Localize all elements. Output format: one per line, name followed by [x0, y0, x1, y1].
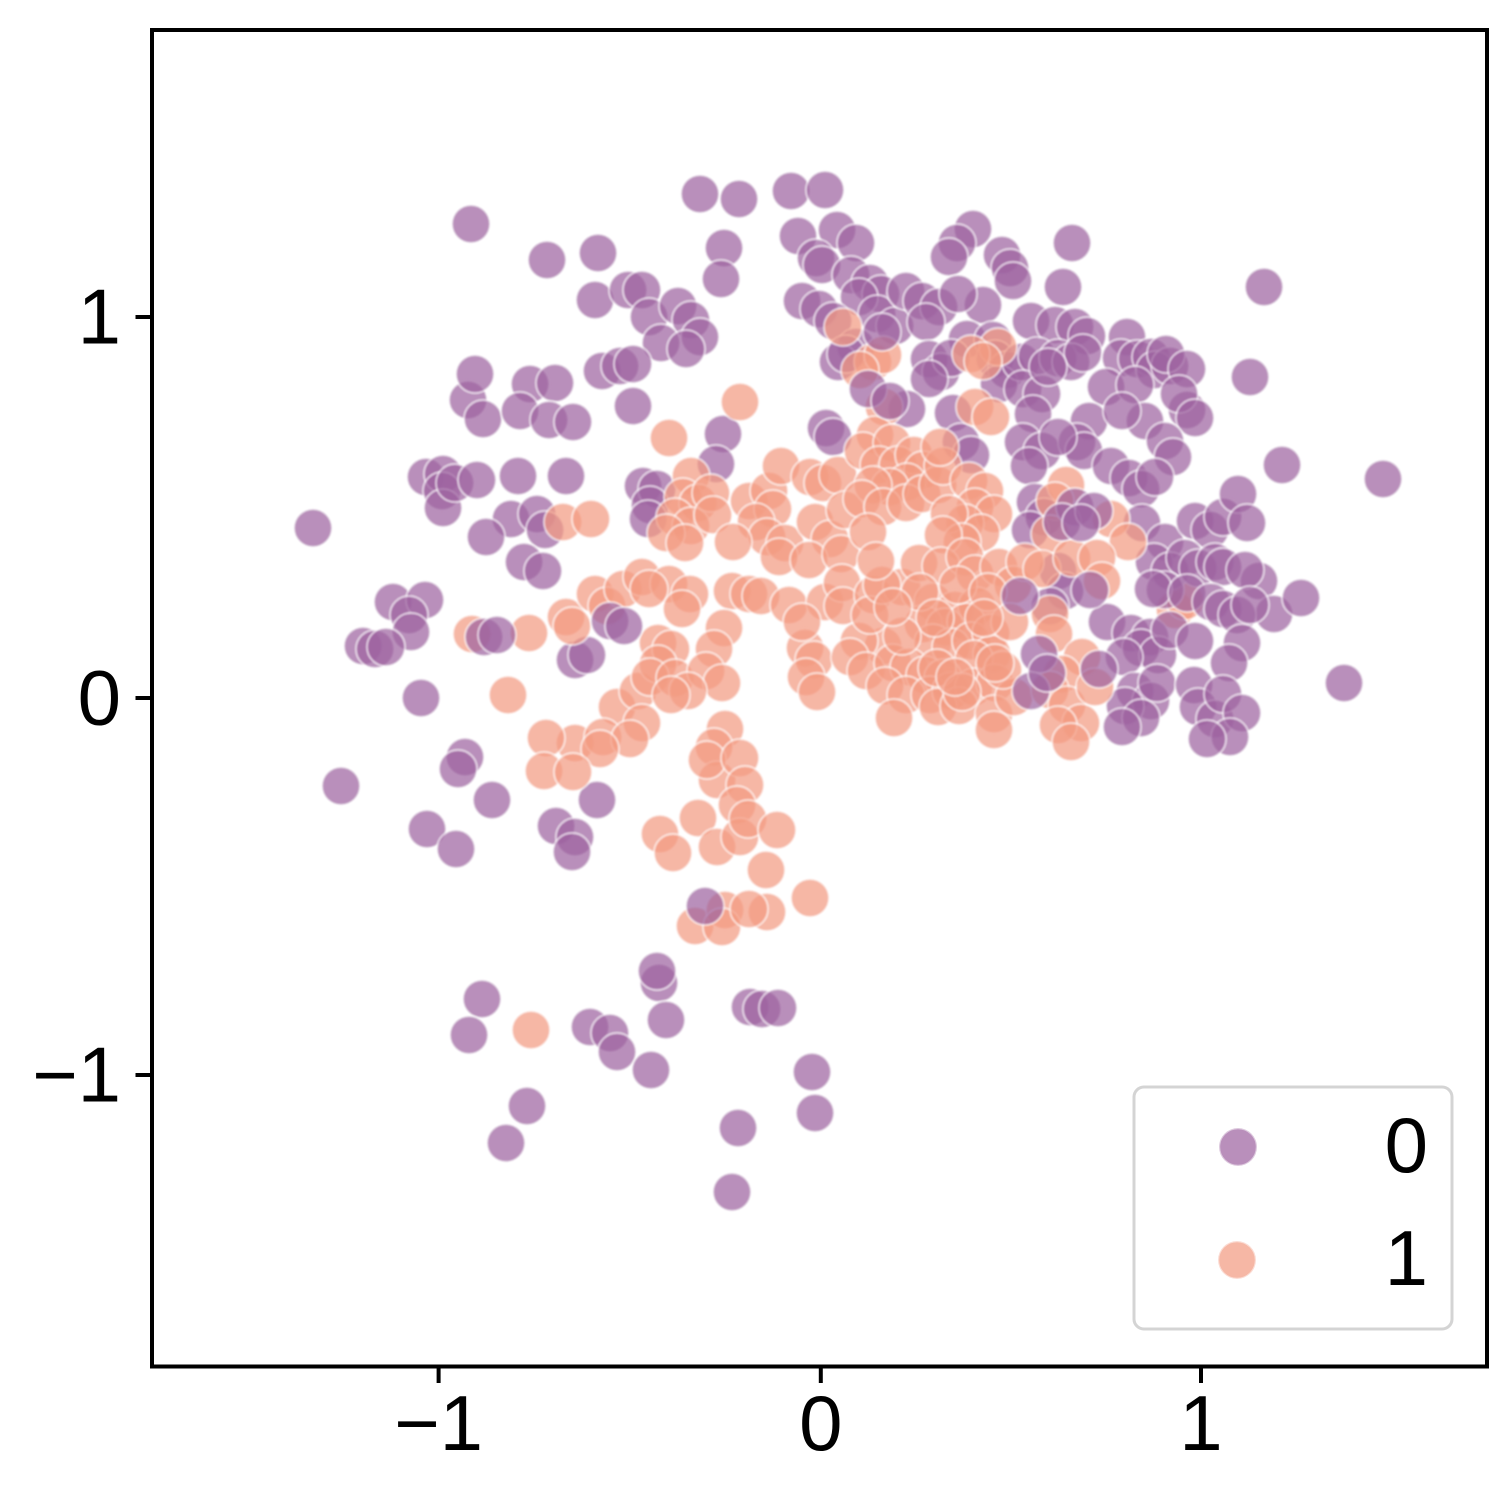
svg-text:1: 1: [1385, 1214, 1428, 1302]
svg-text:−1: −1: [32, 1031, 121, 1119]
svg-text:0: 0: [799, 1379, 842, 1467]
svg-text:0: 0: [1385, 1101, 1428, 1189]
svg-text:1: 1: [78, 273, 121, 361]
svg-text:0: 0: [78, 654, 121, 742]
svg-text:1: 1: [1179, 1379, 1222, 1467]
svg-text:−1: −1: [394, 1379, 483, 1467]
